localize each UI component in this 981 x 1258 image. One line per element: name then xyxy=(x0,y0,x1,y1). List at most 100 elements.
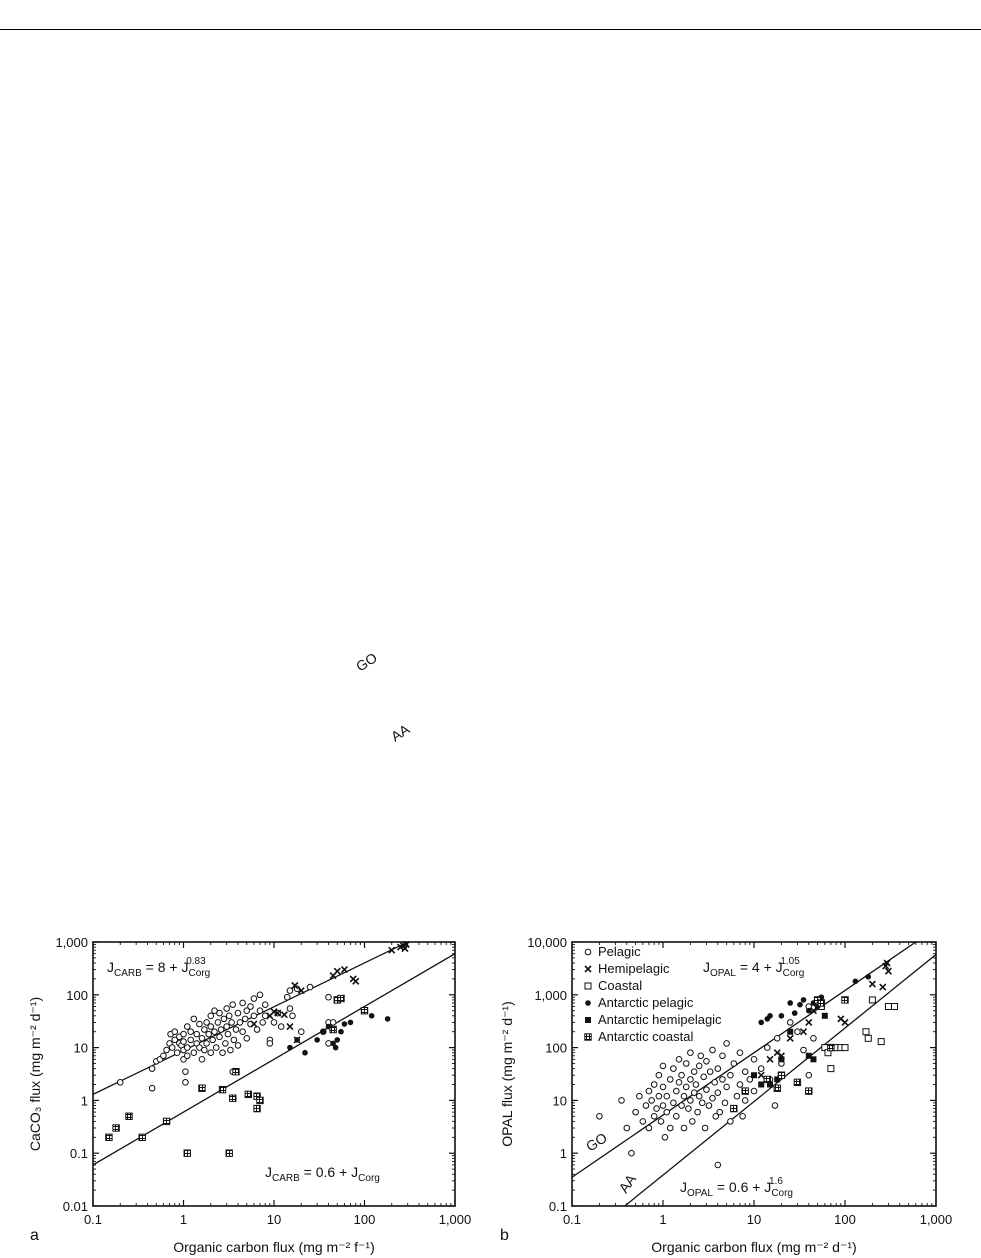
data-point-open-circle xyxy=(632,1108,639,1116)
data-point-open-circle xyxy=(277,1023,285,1030)
data-point-hatched-square xyxy=(817,999,826,1007)
data-point-open-circle xyxy=(655,1071,663,1079)
data-point-filled-circle xyxy=(314,1037,320,1043)
data-point-open-circle xyxy=(687,1076,694,1083)
data-point-filled-circle xyxy=(294,1037,300,1043)
data-point-open-circle xyxy=(719,1052,726,1060)
data-point-open-circle xyxy=(256,991,264,999)
data-point-hatched-square xyxy=(841,996,849,1004)
data-point-open-circle xyxy=(645,1087,653,1095)
data-point-hatched-square xyxy=(763,1075,771,1084)
data-point-open-circle xyxy=(678,1071,685,1079)
eq-rhs-sub: Corg xyxy=(783,968,805,979)
data-point-open-circle xyxy=(201,1046,208,1054)
data-point-cross xyxy=(250,1020,258,1028)
data-point-open-circle xyxy=(214,1019,222,1026)
data-point-cross xyxy=(340,966,348,974)
data-point-hatched-square xyxy=(827,1043,835,1052)
data-point-open-circle xyxy=(698,1099,706,1107)
y-axis-label: CaCO₃ flux (mg m⁻² d⁻¹) xyxy=(27,997,43,1151)
x-tick-label: 0.1 xyxy=(563,1212,581,1227)
data-point-hatched-square xyxy=(337,994,345,1003)
data-point-open-circle xyxy=(207,1012,215,1020)
data-point-open-circle xyxy=(680,1124,688,1132)
data-point-filled-circle xyxy=(330,1040,336,1047)
data-point-open-circle xyxy=(727,1118,734,1125)
data-point-open-circle xyxy=(680,1092,688,1100)
data-point-filled-square xyxy=(787,1028,794,1035)
data-point-open-circle xyxy=(220,1015,228,1023)
data-point-open-circle xyxy=(672,1112,680,1120)
data-point-open-circle xyxy=(259,1019,266,1026)
data-point-filled-circle xyxy=(767,1013,773,1019)
data-point-open-square xyxy=(862,1028,870,1036)
eq-rhs: = 4 + J xyxy=(736,959,783,975)
data-point-open-circle xyxy=(243,1035,251,1042)
data-point-open-circle xyxy=(217,1026,225,1033)
eq-lhs: J xyxy=(265,1164,272,1180)
line-label-aa: AA xyxy=(388,721,413,745)
data-point-open-circle xyxy=(695,1092,703,1100)
data-point-open-circle xyxy=(228,1019,235,1026)
data-point-open-circle xyxy=(160,1052,167,1060)
data-point-cross xyxy=(286,1023,294,1031)
data-point-open-circle xyxy=(678,1102,685,1109)
data-point-open-square xyxy=(877,1038,885,1046)
regression-line-aa xyxy=(93,953,455,1166)
panel-letter: a xyxy=(30,1227,39,1244)
data-point-filled-circle xyxy=(320,1028,327,1035)
data-point-cross xyxy=(402,940,410,948)
eq-rhs: = 0.6 + J xyxy=(300,1164,358,1180)
data-point-open-circle xyxy=(183,1044,191,1051)
data-point-open-circle xyxy=(750,1056,758,1063)
data-point-filled-circle xyxy=(384,1016,391,1022)
data-point-open-circle xyxy=(723,1040,730,1047)
data-point-open-circle xyxy=(239,1028,246,1036)
data-point-open-circle xyxy=(241,1015,249,1023)
data-point-open-circle xyxy=(261,1012,269,1020)
data-point-filled-circle xyxy=(852,978,859,985)
data-point-cross xyxy=(280,1011,288,1019)
data-point-open-circle xyxy=(714,1065,722,1072)
data-point-open-circle xyxy=(805,1071,813,1079)
data-point-open-circle xyxy=(661,1134,669,1141)
data-point-open-circle xyxy=(666,1124,674,1132)
data-point-cross xyxy=(805,1018,813,1026)
equation-1: JOPAL = 4 + JCorg1.05 xyxy=(703,956,804,979)
data-point-open-circle xyxy=(690,1068,698,1075)
data-point-filled-circle xyxy=(334,1037,341,1043)
data-point-open-circle xyxy=(705,1102,713,1109)
equation-2: JOPAL = 0.6 + JCorg1.6 xyxy=(680,1176,793,1199)
data-point-hatched-square xyxy=(198,1084,206,1092)
y-tick-label: 100 xyxy=(545,1041,567,1056)
data-point-open-circle xyxy=(250,995,258,1002)
data-point-open-circle xyxy=(203,1040,210,1047)
data-point-cross xyxy=(884,967,892,975)
data-point-open-circle xyxy=(701,1124,709,1132)
data-point-open-circle xyxy=(736,1049,744,1057)
data-point-open-circle xyxy=(198,1035,206,1042)
data-point-open-circle xyxy=(786,1019,794,1026)
data-point-open-circle xyxy=(234,1009,242,1017)
data-point-cross xyxy=(270,1008,278,1016)
data-point-open-circle xyxy=(205,1030,213,1038)
data-point-open-circle xyxy=(182,1079,189,1086)
data-point-hatched-square xyxy=(218,1085,227,1094)
data-point-open-circle xyxy=(636,1092,643,1100)
data-point-open-square xyxy=(868,996,876,1004)
data-point-cross xyxy=(766,1055,774,1063)
eq-rhs-sub: Corg xyxy=(189,968,211,979)
y-tick-label: 10,000 xyxy=(527,935,567,950)
y-tick-label: 0.01 xyxy=(63,1199,88,1214)
eq-lhs-sub: OPAL xyxy=(710,968,736,979)
data-point-open-circle xyxy=(183,1052,191,1060)
data-point-open-circle xyxy=(694,1108,701,1116)
x-tick-label: 100 xyxy=(834,1212,856,1227)
data-point-open-circle xyxy=(659,1083,667,1091)
data-point-open-square xyxy=(841,1044,849,1052)
data-point-filled-circle xyxy=(865,973,872,980)
eq-rhs-sub: Corg xyxy=(358,1173,380,1184)
header-rule xyxy=(0,29,981,30)
data-point-open-circle xyxy=(727,1071,734,1079)
data-point-open-circle xyxy=(234,1042,242,1049)
